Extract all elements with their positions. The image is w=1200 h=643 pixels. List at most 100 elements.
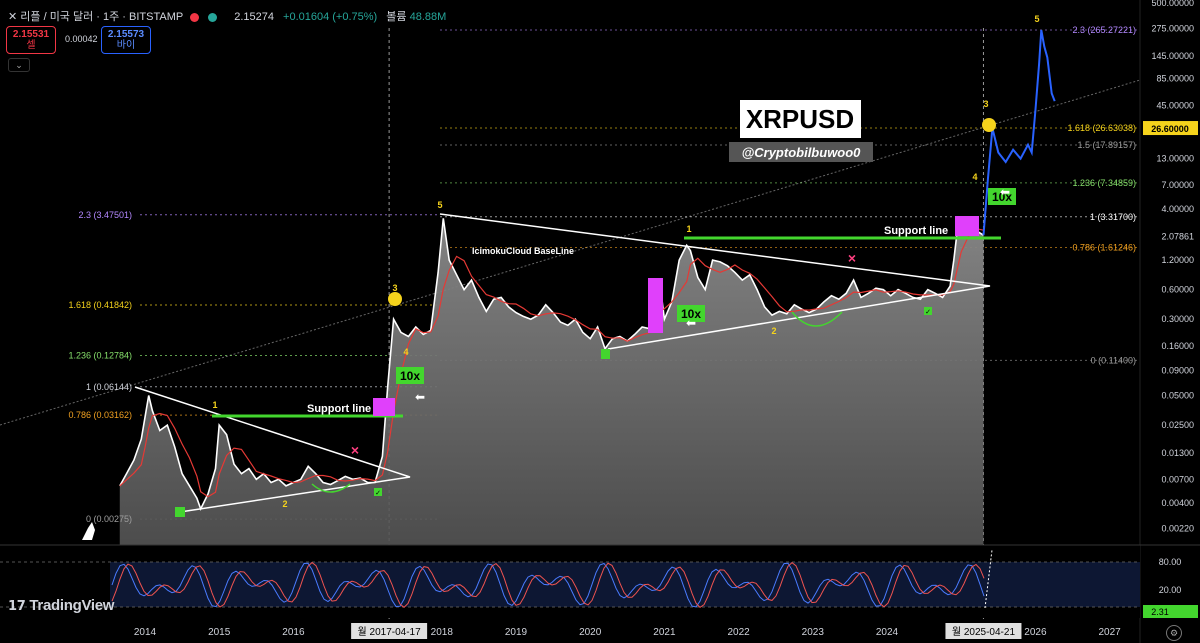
wave-label: 5 bbox=[1034, 14, 1039, 24]
dino-icon bbox=[82, 522, 95, 540]
multiplier-label: 10x bbox=[400, 369, 420, 383]
y-tick-label: 13.00000 bbox=[1156, 154, 1194, 164]
check-box-2017 bbox=[374, 488, 382, 496]
close-icon[interactable]: ✕ bbox=[8, 11, 18, 23]
y-tick-label: 0.30000 bbox=[1161, 314, 1194, 324]
baseline-line bbox=[119, 227, 984, 498]
smile-curve-2016 bbox=[311, 483, 351, 493]
buy-button[interactable]: 2.15573 바이 bbox=[101, 26, 151, 54]
price-area bbox=[119, 218, 984, 546]
y-tick-label: 500.00000 bbox=[1151, 0, 1194, 8]
x-tick-label: 2015 bbox=[208, 627, 231, 638]
wave-label: 4 bbox=[403, 347, 408, 357]
crosshair-date-box-0 bbox=[351, 623, 428, 639]
cross-mark: × bbox=[848, 250, 856, 266]
fib-left-label: 0 (0.00275) bbox=[86, 514, 132, 524]
breakout-box-2021 bbox=[648, 278, 663, 333]
y-tick-label: 0.00400 bbox=[1161, 498, 1194, 508]
support-label: Support line bbox=[884, 225, 948, 237]
breakout-box-2017 bbox=[373, 398, 395, 416]
multiplier-badge-2 bbox=[988, 188, 1016, 205]
multiplier-badge-0 bbox=[396, 367, 424, 384]
volume-label: 볼륨 bbox=[386, 11, 407, 23]
ichimoku-label: IcimokuCloud BaseLine bbox=[472, 246, 574, 256]
y-tick-label: 0.05000 bbox=[1161, 391, 1194, 401]
y-tick-label: 2.07861 bbox=[1161, 232, 1194, 242]
fib-left-label: 1.236 (0.12784) bbox=[68, 351, 132, 361]
y-tick-label: 7.00000 bbox=[1161, 180, 1194, 190]
x-tick-label: 2027 bbox=[1098, 627, 1121, 638]
wave-label: 4 bbox=[972, 172, 977, 182]
chart-subtitle: @Cryptobilbuwoo0 bbox=[742, 145, 862, 160]
y-tick-label: 0.09000 bbox=[1161, 365, 1194, 375]
current-price-tag-text: 26.60000 bbox=[1151, 124, 1189, 134]
fib-left-label: 2.3 (3.47501) bbox=[78, 210, 132, 220]
tradingview-logo-text: TradingView bbox=[29, 597, 115, 614]
x-tick-label: 2022 bbox=[727, 627, 750, 638]
x-tick-label: 2023 bbox=[802, 627, 825, 638]
settings-gear-icon[interactable]: ⚙ bbox=[1166, 625, 1182, 641]
left-arrow-icon: ⬅ bbox=[1000, 185, 1010, 199]
y-tick-label: 0.01300 bbox=[1161, 448, 1194, 458]
cross-mark: × bbox=[351, 442, 359, 458]
multiplier-label: 10x bbox=[681, 307, 701, 321]
check-mark: ✓ bbox=[375, 490, 381, 497]
tradingview-logo: 𝟭𝟳 TradingView bbox=[8, 597, 114, 614]
check-box-2025 bbox=[924, 307, 932, 315]
y-tick-label: 275.00000 bbox=[1151, 23, 1194, 33]
fib-hit-dot-2018 bbox=[388, 292, 402, 306]
last-price: 2.15274 bbox=[234, 11, 274, 23]
crosshair-date-box-1 bbox=[945, 623, 1022, 639]
y-tick-label: 0.02500 bbox=[1161, 420, 1194, 430]
y-tick-label: 1.20000 bbox=[1161, 255, 1194, 265]
y-tick-label: 145.00000 bbox=[1151, 51, 1194, 61]
wave-label: 3 bbox=[392, 283, 397, 293]
fib-right-label: 1 (3.31700) bbox=[1090, 212, 1136, 222]
spread-value: 0.00042 bbox=[65, 34, 98, 44]
rsi-forecast-line bbox=[984, 549, 993, 609]
symbol-title[interactable]: 리플 / 미국 달러 · 1주 · BITSTAMP bbox=[20, 11, 184, 23]
long-trend-line bbox=[0, 79, 1141, 426]
symbol-header: ✕ 리플 / 미국 달러 · 1주 · BITSTAMP 2.15274 +0.… bbox=[8, 8, 446, 24]
fib-right-label: 0.786 (1.61246) bbox=[1072, 243, 1136, 253]
fib-right-label: 1.236 (7.34859) bbox=[1072, 178, 1136, 188]
x-tick-label: 2014 bbox=[134, 627, 157, 638]
tradingview-mark-icon: 𝟭𝟳 bbox=[8, 598, 26, 613]
buy-price: 2.15573 bbox=[107, 29, 145, 40]
smile-curve-2023 bbox=[791, 311, 843, 327]
fib-hit-dot-2025 bbox=[982, 118, 996, 132]
chevron-down-icon[interactable]: ⌄ bbox=[8, 58, 30, 72]
x-tick-label: 2016 bbox=[282, 627, 305, 638]
volume-suffix: M bbox=[437, 11, 447, 23]
wave-label: 5 bbox=[437, 200, 442, 210]
rsi-d-line bbox=[111, 561, 985, 609]
x-tick-label: 2026 bbox=[1024, 627, 1047, 638]
rsi-level-label: 20.00 bbox=[1159, 585, 1182, 595]
support-label: Support line bbox=[307, 403, 371, 415]
triangle-2018 bbox=[439, 213, 991, 350]
y-tick-label: 0.00220 bbox=[1161, 524, 1194, 534]
rsi-k-line bbox=[111, 562, 985, 608]
price-line bbox=[119, 218, 984, 511]
fib-left-label: 1 (0.06144) bbox=[86, 382, 132, 392]
fib-right-label: 1.618 (26.63038) bbox=[1067, 123, 1136, 133]
wave-label: 3 bbox=[983, 99, 988, 109]
chart-title: XRPUSD bbox=[746, 104, 854, 134]
low-marker-2020 bbox=[601, 349, 610, 359]
x-tick-label: 2024 bbox=[876, 627, 899, 638]
fib-left-label: 1.618 (0.41842) bbox=[68, 300, 132, 310]
y-tick-label: 0.16000 bbox=[1161, 341, 1194, 351]
rsi-value-tag bbox=[1143, 605, 1198, 618]
crosshair-date-label: 월 2017-04-17 bbox=[358, 626, 422, 638]
price-change: +0.01604 (+0.75%) bbox=[283, 11, 378, 23]
fib-right-label: 0 (0.11400) bbox=[1091, 355, 1136, 365]
current-price-tag bbox=[1143, 121, 1198, 136]
forecast-line bbox=[982, 29, 1056, 236]
y-tick-label: 45.00000 bbox=[1156, 101, 1194, 111]
x-tick-label: 2020 bbox=[579, 627, 602, 638]
sell-button[interactable]: 2.15531 셀 bbox=[6, 26, 56, 54]
x-tick-label: 2018 bbox=[431, 627, 454, 638]
wave-label: 2 bbox=[282, 499, 287, 509]
title-box bbox=[740, 100, 861, 138]
